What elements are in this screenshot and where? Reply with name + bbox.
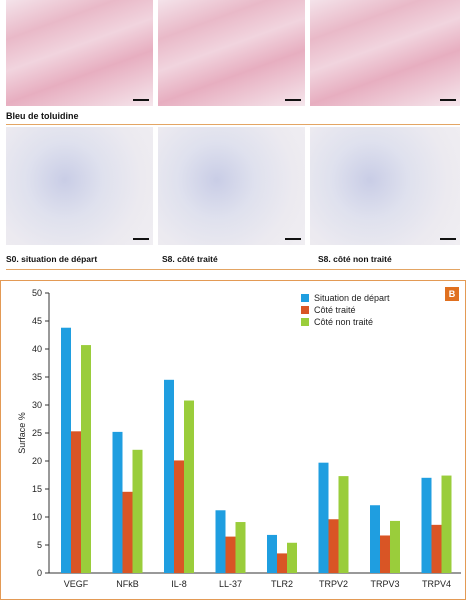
bar [441,475,452,573]
legend-label: Côté traité [314,305,356,315]
x-tick-label: TRPV2 [319,579,348,589]
x-tick-label: LL-37 [219,579,242,589]
y-tick-label: 40 [32,344,42,354]
bar [112,431,123,573]
x-tick-label: NFkB [116,579,139,589]
tb-image-s8-untreated [310,127,460,245]
scale-bar [440,238,456,240]
bar [370,505,380,573]
tb-image-s0 [6,127,153,245]
bar [328,519,339,573]
bar [184,400,194,573]
y-tick-label: 25 [32,428,42,438]
bar [215,510,226,573]
bar [164,379,174,573]
he-image-s8-untreated [310,0,460,106]
bar [287,542,297,573]
bar [225,536,236,573]
scale-bar [133,238,149,240]
scale-bar [285,99,301,101]
legend-swatch [301,294,309,302]
x-tick-label: VEGF [64,579,89,589]
bar [61,327,71,573]
col-label-s0: S0. situation de départ [6,254,98,264]
legend-label: Côté non traité [314,317,373,327]
x-tick-label: IL-8 [171,579,187,589]
he-image-s0 [6,0,153,106]
chart-panel: B 0 5 10 15 20 25 30 35 40 45 50 Surface % VEGF NFkB I… [0,280,466,600]
bar [267,534,277,573]
y-tick-label: 10 [32,512,42,522]
bar [390,520,400,573]
divider [6,269,460,270]
col-label-s8-untreated: S8. côté non traité [318,254,392,264]
y-tick-label: 35 [32,372,42,382]
bar [318,462,329,573]
y-tick-label: 50 [32,288,42,298]
divider [6,124,460,125]
x-tick-label: TLR2 [271,579,293,589]
col-label-s8-treated: S8. côté traité [162,254,218,264]
y-tick-label: 15 [32,484,42,494]
scale-bar [285,238,301,240]
bar [81,345,91,573]
bar [235,522,246,573]
legend-label: Situation de départ [314,293,390,303]
y-tick-label: 20 [32,456,42,466]
bar-chart: 0 5 10 15 20 25 30 35 40 45 50 Surface % VEGF NFkB IL-… [17,288,461,589]
staining-label: Bleu de toluidine [6,111,79,121]
y-tick-label: 45 [32,316,42,326]
bar [174,460,184,573]
legend-swatch [301,318,309,326]
x-tick-label: TRPV3 [370,579,399,589]
bar [338,476,349,573]
y-tick-label: 5 [37,540,42,550]
he-image-s8-treated [158,0,305,106]
scale-bar [133,99,149,101]
panel-badge: B [445,287,459,301]
y-tick-label: 30 [32,400,42,410]
bar [71,431,81,573]
bar [277,553,287,573]
x-tick-label: TRPV4 [422,579,451,589]
legend-swatch [301,306,309,314]
scale-bar [440,99,456,101]
bar [421,477,432,573]
y-tick-label: 0 [37,568,42,578]
y-axis-label: Surface % [17,412,27,454]
bar [431,524,442,573]
tb-image-s8-treated [158,127,305,245]
bar [380,535,390,573]
bar [132,449,143,573]
histology-panel: Bleu de toluidine S0. situation de dépar… [0,0,466,277]
bar [122,491,133,573]
